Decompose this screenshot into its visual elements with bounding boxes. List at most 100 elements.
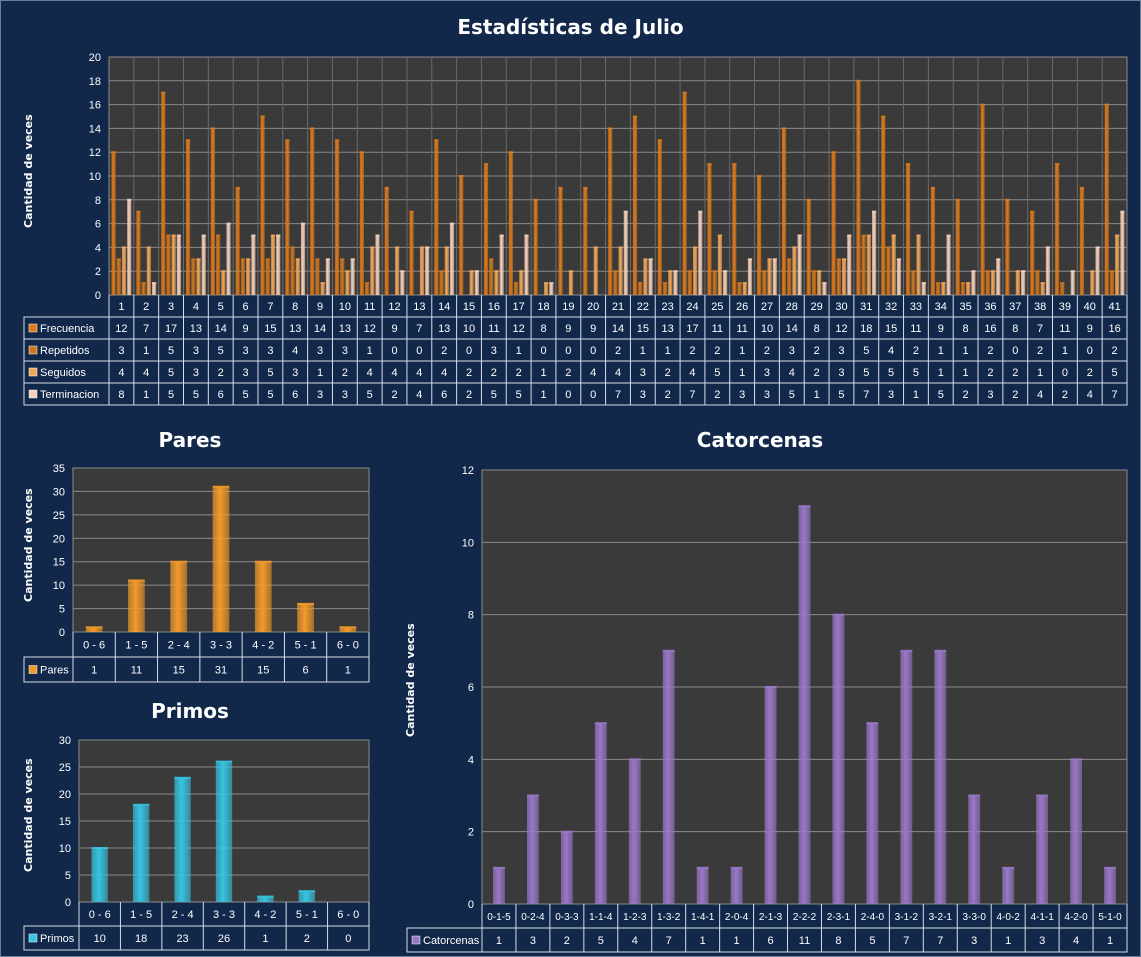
main-bar-terminacion (400, 271, 405, 295)
primos-bar-top (174, 776, 191, 779)
main-data-label: 2 (565, 367, 571, 379)
catorcenas-data-label: 3 (530, 935, 536, 947)
main-category-label: 32 (885, 301, 897, 313)
main-bar-repetidos (265, 259, 270, 295)
main-bar-top (990, 270, 996, 273)
main-data-label: 9 (391, 323, 397, 335)
main-bar-seguidos (593, 247, 598, 295)
main-bar-top (246, 258, 251, 261)
main-bar-repetidos (861, 235, 866, 295)
main-bar-top (817, 270, 822, 273)
main-bar-terminacion (797, 235, 802, 295)
main-data-label: 4 (367, 367, 373, 379)
main-bar-seguidos (767, 259, 772, 295)
main-bar-seguidos (1015, 271, 1020, 295)
main-y-tick-label: 16 (89, 100, 101, 112)
main-bar-top (295, 258, 300, 261)
main-category-label: 28 (786, 301, 798, 313)
main-bar-top (1035, 270, 1040, 273)
main-bar-terminacion (896, 259, 902, 295)
main-bar-top (210, 127, 216, 130)
pares-category-label: 0 - 6 (83, 640, 105, 652)
main-bar-terminacion (1020, 271, 1026, 295)
main-bar-seguidos (320, 283, 325, 295)
pares-data-label: 15 (257, 665, 269, 677)
main-bar-frecuencia (930, 187, 936, 295)
pares-bar-top (85, 626, 103, 629)
main-bar-frecuencia (1054, 164, 1060, 295)
primos-y-tick-label: 10 (59, 843, 71, 855)
main-bar-terminacion (549, 283, 554, 295)
main-data-label: 14 (215, 323, 227, 335)
main-bar-top (221, 270, 226, 273)
main-bar-terminacion (673, 271, 678, 295)
main-bar-top (519, 270, 524, 273)
main-category-label: 2 (143, 301, 149, 313)
main-bar-top (185, 139, 191, 142)
primos-data-label: 23 (176, 933, 188, 945)
main-bar-terminacion (822, 283, 827, 295)
main-bar-top (811, 270, 817, 273)
catorcenas-bar-catorcenas (560, 831, 573, 904)
catorcenas-bar-top (594, 722, 607, 725)
main-bar-top (836, 258, 841, 261)
main-bar-repetidos (141, 283, 146, 295)
pares-bar-pares (297, 603, 314, 632)
main-bar-repetidos (960, 283, 966, 295)
main-bar-top (847, 234, 852, 237)
main-bar-top (489, 258, 494, 261)
main-data-label: 2 (987, 345, 993, 357)
main-bar-top (797, 234, 802, 237)
main-bar-terminacion (872, 211, 877, 295)
main-bar-top (146, 246, 151, 249)
main-bar-repetidos (687, 271, 692, 295)
main-bar-top (906, 163, 911, 166)
main-bar-top (985, 270, 990, 273)
main-bar-top (513, 282, 519, 285)
pares-legend-key (28, 665, 38, 674)
catorcenas-bar-catorcenas (493, 867, 505, 904)
main-bar-top (792, 246, 797, 249)
main-data-label: 2 (516, 367, 522, 379)
main-data-label: 0 (590, 345, 596, 357)
main-bar-top (350, 258, 355, 261)
primos-chart-title: Primos (151, 699, 229, 723)
main-bar-frecuencia (1005, 199, 1010, 295)
main-data-label: 5 (168, 389, 174, 401)
catorcenas-bar-catorcenas (730, 867, 743, 904)
catorcenas-data-label: 1 (1005, 935, 1011, 947)
primos-data-label: 18 (135, 933, 147, 945)
main-bar-top (593, 246, 598, 249)
pares-bar-pares (85, 627, 103, 632)
primos-data-label: 26 (218, 933, 230, 945)
main-bar-top (707, 163, 712, 166)
main-category-label: 39 (1059, 301, 1071, 313)
main-bar-seguidos (1040, 283, 1045, 295)
main-data-label: 2 (466, 367, 472, 379)
main-legend-label: Repetidos (40, 345, 90, 357)
primos-category-label: 2 - 4 (172, 909, 194, 921)
main-bar-terminacion (375, 235, 380, 295)
main-category-label: 21 (612, 301, 624, 313)
main-bar-seguidos (494, 271, 499, 295)
catorcenas-bar-top (934, 649, 947, 652)
main-category-label: 1 (118, 301, 124, 313)
main-bar-frecuencia (210, 128, 216, 295)
pares-chart-title: Pares (158, 428, 222, 452)
catorcenas-data-label: 6 (767, 935, 773, 947)
main-data-label: 2 (491, 367, 497, 379)
main-category-label: 8 (292, 301, 298, 313)
main-bar-seguidos (146, 247, 151, 295)
main-bar-top (1005, 198, 1010, 201)
main-bar-top (439, 270, 444, 273)
main-data-label: 11 (712, 323, 723, 335)
main-bar-top (191, 258, 196, 261)
main-category-label: 22 (637, 301, 649, 313)
main-category-label: 13 (413, 301, 425, 313)
catorcenas-category-label: 2-2-2 (793, 912, 817, 923)
main-bar-top (822, 282, 827, 285)
main-data-label: 2 (665, 389, 671, 401)
main-bar-frecuencia (980, 104, 985, 295)
main-bar-top (276, 234, 281, 237)
